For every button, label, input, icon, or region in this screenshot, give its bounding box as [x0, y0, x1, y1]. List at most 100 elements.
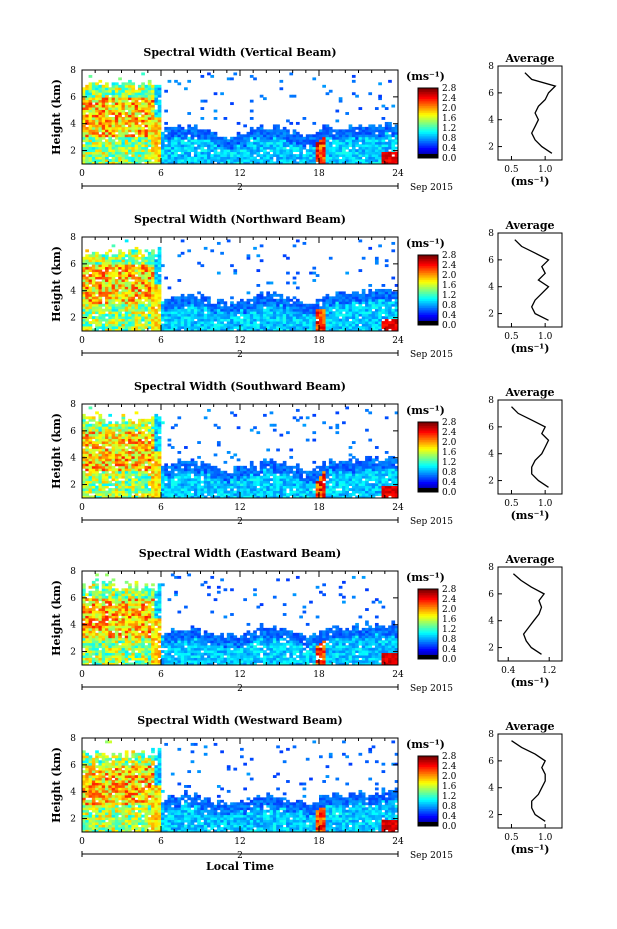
heatmap-cell [161, 483, 165, 487]
colorbar-segment [418, 319, 438, 322]
heatmap-cell [249, 159, 254, 162]
heatmap-cell [121, 293, 126, 297]
heatmap-cell [319, 323, 323, 327]
heatmap-cell [355, 151, 359, 155]
heatmap-cell [144, 269, 149, 273]
heatmap-cell [82, 313, 86, 317]
heatmap-cell [272, 311, 277, 315]
heatmap-cell [101, 418, 106, 422]
heatmap-cell [272, 131, 277, 135]
heatmap-cell [282, 301, 287, 305]
heatmap-cell [88, 121, 93, 125]
heatmap-cell [124, 254, 129, 258]
heatmap-cell [114, 259, 119, 263]
colorbar-segment [418, 95, 438, 98]
heatmap-cell [121, 99, 126, 103]
heatmap-cell [368, 92, 373, 96]
heatmap-cell [371, 159, 376, 162]
heatmap-cell [101, 129, 106, 133]
heatmap-cell [161, 470, 165, 474]
heatmap-cell [98, 254, 103, 258]
heatmap-cell [151, 493, 155, 496]
colorbar-segment [418, 311, 438, 314]
heatmap-cell [338, 129, 343, 133]
heatmap-cell [184, 470, 188, 474]
heatmap-cell [220, 149, 224, 153]
heatmap-cell [154, 274, 159, 277]
heatmap-cell [111, 154, 116, 157]
heatmap-cell [233, 475, 238, 479]
heatmap-cell [98, 146, 103, 150]
heatmap-cell [193, 463, 198, 467]
heatmap-cell [210, 303, 215, 307]
heatmap-cell [295, 141, 300, 145]
heatmap-cell [114, 107, 119, 110]
heatmap-cell [134, 446, 139, 449]
heatmap-cell [325, 161, 330, 165]
heatmap-cell [322, 323, 326, 327]
heatmap-cell [128, 288, 132, 292]
heatmap-cell [315, 159, 320, 162]
heatmap-cell [128, 271, 132, 275]
heatmap-cell [335, 161, 340, 165]
heatmap-cell [266, 316, 271, 320]
heatmap-cell [328, 328, 333, 332]
heatmap-cell [85, 488, 89, 491]
heatmap-cell [190, 460, 195, 464]
heatmap-cell [338, 308, 343, 312]
heatmap-cell [88, 441, 93, 444]
heatmap-cell [128, 431, 132, 435]
colorbar-segment [418, 88, 438, 91]
heatmap-cell [256, 480, 261, 484]
heatmap-cell [187, 151, 192, 155]
heatmap-cell [381, 308, 386, 312]
heatmap-cell [203, 323, 208, 327]
heatmap-cell [302, 318, 307, 322]
heatmap-cell [216, 159, 221, 162]
heatmap-cell [114, 266, 119, 270]
heatmap-cell [124, 104, 129, 108]
heatmap-cell [121, 451, 126, 454]
heatmap-cell [174, 308, 178, 312]
heatmap-cell [88, 254, 93, 258]
heatmap-cell [305, 311, 310, 315]
heatmap-cell [134, 89, 139, 93]
heatmap-cell [85, 421, 89, 425]
heatmap-cell [233, 151, 238, 155]
heatmap-cell [98, 256, 103, 260]
heatmap-cell [187, 326, 192, 329]
heatmap-cell [151, 276, 155, 280]
average-y-tick-label: 8 [488, 229, 494, 239]
heatmap-cell [111, 291, 116, 295]
heatmap-cell [170, 301, 175, 305]
heatmap-cell [144, 274, 149, 277]
heatmap-cell [351, 154, 356, 157]
heatmap-cell [151, 416, 155, 420]
heatmap-cell [164, 126, 168, 130]
heatmap-cell [279, 134, 284, 138]
heatmap-cell [193, 321, 198, 324]
heatmap-cell [98, 136, 103, 140]
heatmap-cell [105, 144, 109, 148]
heatmap-cell [391, 146, 396, 150]
heatmap-cell [388, 291, 392, 295]
heatmap-cell [137, 296, 142, 300]
heatmap-cell [184, 149, 188, 153]
heatmap-cell [147, 433, 152, 437]
heatmap-cell [391, 241, 396, 245]
heatmap-cell [118, 271, 122, 275]
heatmap-cell [88, 288, 93, 292]
heatmap-cell [137, 468, 142, 472]
heatmap-cell [131, 296, 136, 300]
heatmap-cell [108, 129, 113, 133]
heatmap-cell [361, 321, 366, 324]
heatmap-cell [253, 129, 257, 133]
heatmap-cell [91, 281, 96, 285]
heatmap-cell [137, 328, 142, 332]
heatmap-cell [312, 303, 317, 307]
heatmap-cell [137, 428, 142, 432]
heatmap-field [82, 239, 399, 332]
heatmap-cell [391, 104, 396, 108]
heatmap-cell [95, 485, 99, 489]
heatmap-cell [200, 144, 205, 148]
